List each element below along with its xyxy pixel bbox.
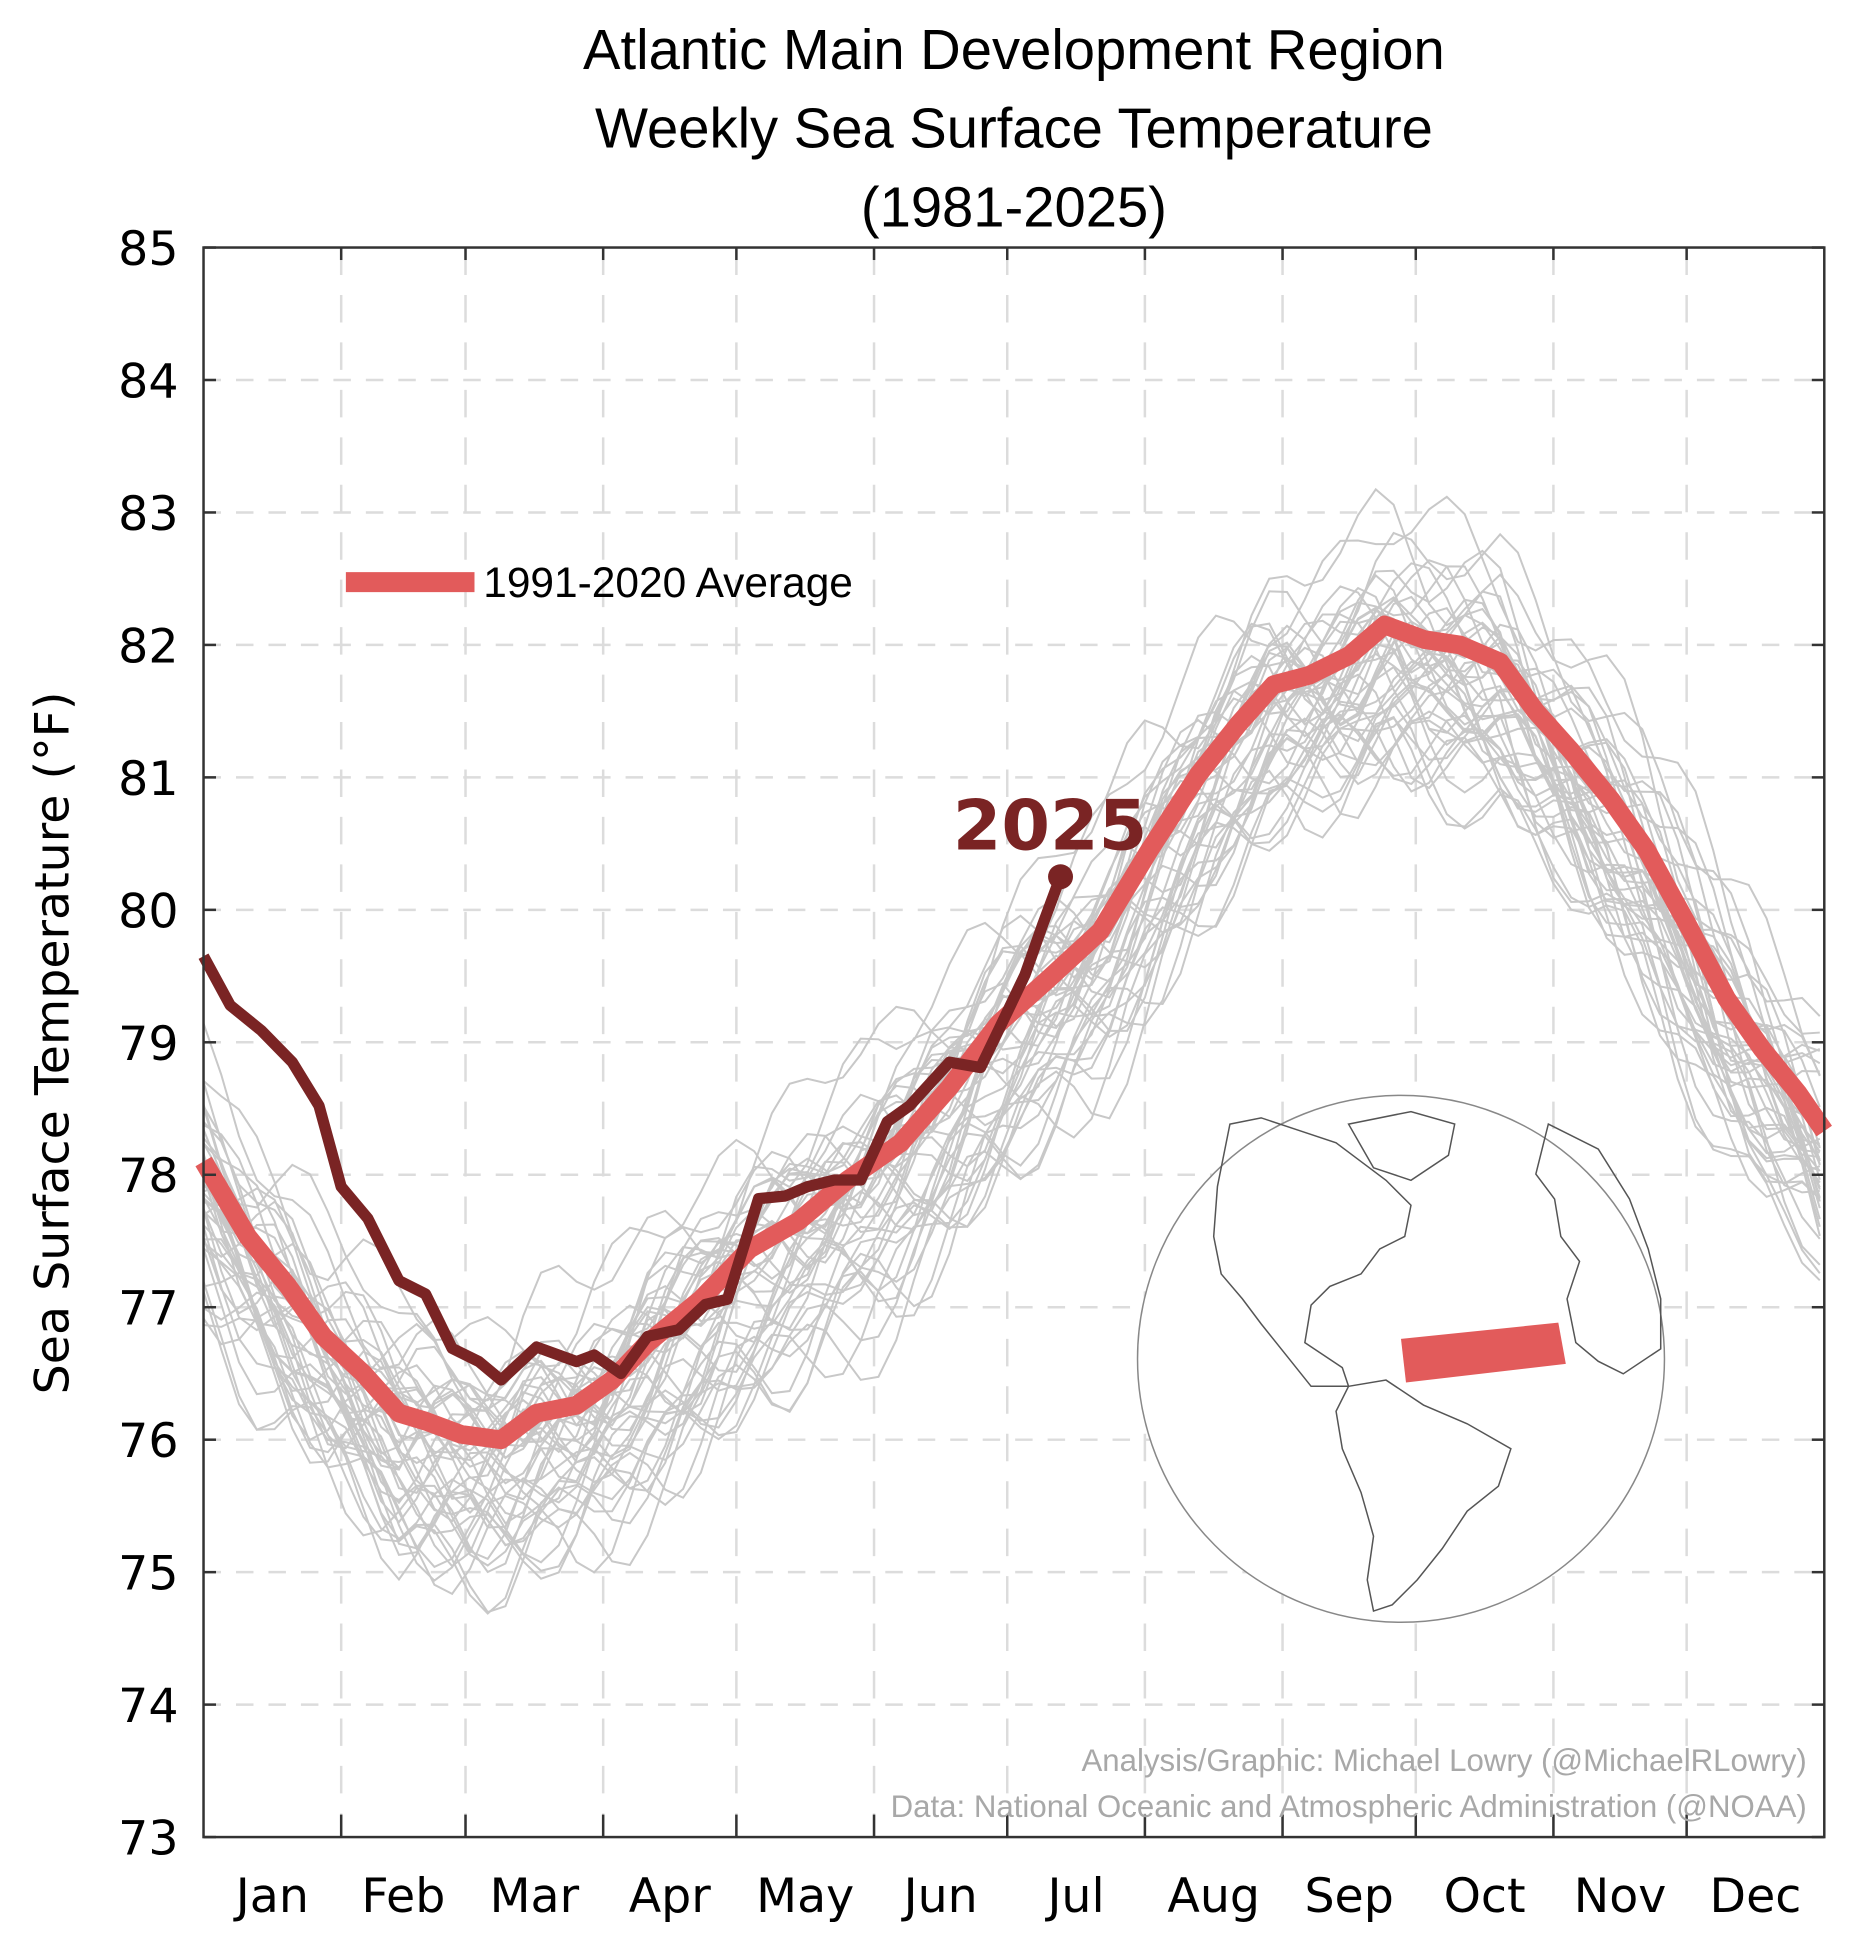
- legend-label: 1991-2020 Average: [483, 559, 853, 606]
- y-tick-label: 82: [118, 619, 178, 674]
- main-development-region: [1400, 1322, 1566, 1383]
- historical-year-line: [202, 590, 1821, 1426]
- endpoint-2025: [1048, 864, 1074, 890]
- y-tick-label: 75: [118, 1547, 178, 1602]
- x-tick-label: Aug: [1167, 1869, 1260, 1924]
- globe-outline: [1136, 1094, 1666, 1624]
- y-tick-label: 73: [118, 1812, 178, 1867]
- chart-title-line-3: (1981-2025): [861, 175, 1167, 238]
- chart-title-line-1: Atlantic Main Development Region: [583, 18, 1445, 81]
- historical-year-line: [202, 684, 1821, 1547]
- historical-year-line: [202, 715, 1821, 1615]
- chart-title-line-2: Weekly Sea Surface Temperature: [595, 97, 1433, 160]
- x-tick-label: Jan: [233, 1869, 309, 1924]
- line-2025: [198, 874, 1066, 1386]
- x-tick-label: Sep: [1304, 1869, 1393, 1924]
- historical-year-line: [202, 562, 1821, 1448]
- greenland-outline: [1347, 1110, 1456, 1182]
- series-2025: [198, 864, 1074, 1386]
- x-tick-label: Apr: [629, 1869, 712, 1924]
- axes: 73 74 75 76 77 78 79 80 81 82 83 84 85 Jan Feb Mar Apr Ma…: [118, 222, 1826, 1924]
- label-2025: 2025: [953, 785, 1148, 866]
- y-tick-label: 76: [118, 1414, 178, 1469]
- historical-year-line: [202, 673, 1821, 1572]
- x-tick-label: May: [756, 1869, 854, 1924]
- plot-frame: [202, 246, 1826, 1839]
- average-series: [195, 615, 1832, 1450]
- y-tick-label: 79: [118, 1017, 178, 1072]
- africa-europe-outline: [1535, 1123, 1662, 1375]
- south-america-outline: [1335, 1379, 1512, 1613]
- y-tick-label: 81: [118, 752, 178, 807]
- credit-analysis: Analysis/Graphic: Michael Lowry (@Michae…: [1082, 1743, 1807, 1778]
- historical-year-line: [202, 531, 1821, 1400]
- north-america-outline: [1212, 1117, 1412, 1388]
- y-tick-label: 85: [118, 222, 178, 277]
- x-tick-label: Jun: [901, 1869, 978, 1924]
- x-tick-label: Oct: [1444, 1869, 1526, 1924]
- historical-year-line: [202, 598, 1821, 1529]
- y-tick-label: 77: [118, 1282, 178, 1337]
- y-tick-label: 74: [118, 1679, 178, 1734]
- legend: 1991-2020 Average: [345, 559, 853, 606]
- grid: [203, 247, 1825, 1838]
- historical-year-line: [202, 606, 1821, 1514]
- credit-data: Data: National Oceanic and Atmospheric A…: [891, 1789, 1807, 1824]
- y-tick-label: 78: [118, 1149, 178, 1204]
- x-tick-label: Feb: [361, 1869, 445, 1924]
- x-tick-label: Jul: [1044, 1869, 1104, 1924]
- globe-inset-map: [1136, 1094, 1666, 1624]
- historical-year-line: [203, 585, 1821, 1461]
- y-tick-label: 84: [118, 354, 178, 409]
- x-tick-label: Mar: [490, 1869, 580, 1924]
- average-line: [195, 615, 1832, 1450]
- historical-year-line: [202, 700, 1821, 1596]
- y-tick-label: 80: [118, 884, 178, 939]
- historical-year-line: [202, 714, 1821, 1574]
- y-tick-label: 83: [118, 487, 178, 542]
- x-tick-label: Dec: [1710, 1869, 1802, 1924]
- historical-year-line: [202, 665, 1821, 1574]
- x-tick-label: Nov: [1574, 1869, 1667, 1924]
- y-axis-label: Sea Surface Temperature (°F): [26, 692, 81, 1395]
